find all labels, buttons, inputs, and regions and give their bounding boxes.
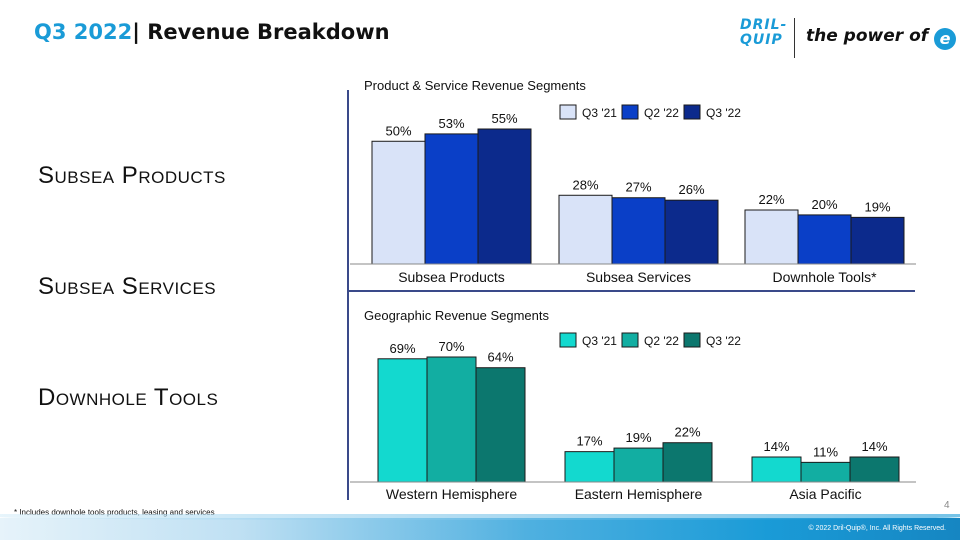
category-label: Asia Pacific [789, 486, 861, 502]
segment-label-subsea-products: Subsea Products [38, 162, 226, 189]
data-label: 64% [487, 350, 513, 365]
segment-label-subsea-services: Subsea Services [38, 273, 217, 300]
chart-title: Geographic Revenue Segments [364, 308, 550, 323]
bar [613, 447, 664, 483]
legend-label: Q3 '22 [706, 106, 741, 120]
data-label: 11% [813, 444, 838, 459]
bar [558, 194, 613, 265]
data-label: 27% [625, 180, 651, 195]
e-icon: e [934, 28, 957, 50]
bar [800, 461, 851, 483]
data-label: 55% [491, 111, 517, 126]
legend-swatch [559, 104, 577, 120]
title-text: Revenue Breakdown [147, 20, 390, 44]
page-number: 4 [944, 500, 950, 511]
bar [424, 133, 479, 265]
category-label: Eastern Hemisphere [575, 486, 703, 502]
banner-wave [0, 514, 960, 520]
company-logo: DRIL- QUIP the power of e [740, 16, 957, 60]
bar [744, 209, 799, 265]
bar [611, 197, 666, 265]
legend-label: Q2 '22 [644, 106, 679, 120]
logo-separator [794, 18, 795, 58]
title-quarter: Q3 2022 [34, 20, 133, 44]
legend-swatch [683, 332, 701, 348]
bar [477, 128, 532, 265]
product-service-chart: Product & Service Revenue Segments 50% 53%… [350, 78, 916, 285]
logo-mark: DRIL- QUIP [740, 18, 787, 48]
bar [662, 442, 713, 483]
legend-label: Q2 '22 [644, 334, 679, 348]
title-separator: | [132, 20, 148, 44]
legend-label: Q3 '21 [582, 106, 617, 120]
bar [849, 456, 900, 483]
legend-swatch [559, 332, 577, 348]
bar [475, 367, 526, 483]
page-title: Q3 2022| Revenue Breakdown [34, 20, 390, 44]
category-label: Downhole Tools* [772, 269, 877, 285]
legend-swatch [621, 104, 639, 120]
bar [797, 214, 852, 265]
category-label: Western Hemisphere [386, 486, 517, 502]
data-label: 50% [385, 123, 411, 138]
data-label: 22% [758, 192, 784, 207]
bar [371, 140, 426, 265]
bar [426, 356, 477, 483]
vertical-divider [347, 90, 349, 500]
bar [751, 456, 802, 483]
segment-label-downhole-tools: Downhole Tools [38, 384, 219, 411]
bottom-banner [0, 514, 960, 540]
bar [564, 451, 615, 483]
horizontal-divider [347, 290, 915, 292]
data-label: 69% [389, 341, 415, 356]
geographic-chart: Geographic Revenue Segments 69% 70% 64% West… [350, 308, 916, 502]
chart-title: Product & Service Revenue Segments [364, 78, 586, 93]
category-label: Subsea Products [398, 269, 505, 285]
legend-swatch [621, 332, 639, 348]
bar [850, 216, 905, 265]
bar [664, 199, 719, 265]
logo-mark-line2: QUIP [740, 32, 783, 48]
data-label: 20% [811, 197, 837, 212]
legend-swatch [683, 104, 701, 120]
category-label: Subsea Services [586, 269, 691, 285]
data-label: 19% [625, 430, 651, 445]
logo-tagline: the power of e [806, 26, 957, 50]
data-label: 26% [678, 182, 704, 197]
data-label: 53% [438, 116, 464, 131]
logo-mark-line1: DRIL- [740, 17, 788, 33]
legend-label: Q3 '22 [706, 334, 741, 348]
data-label: 28% [572, 177, 598, 192]
bar [377, 358, 428, 483]
data-label: 17% [576, 434, 602, 449]
data-label: 22% [674, 425, 700, 440]
legend-label: Q3 '21 [582, 334, 617, 348]
footnote: * Includes downhole tools products, leas… [14, 508, 215, 517]
data-label: 14% [861, 439, 887, 454]
data-label: 14% [763, 439, 789, 454]
copyright: © 2022 Dril-Quip®, Inc. All Rights Reser… [808, 525, 946, 532]
logo-tagline-text: the power of [806, 26, 929, 46]
data-label: 70% [438, 339, 464, 354]
data-label: 19% [864, 199, 890, 214]
